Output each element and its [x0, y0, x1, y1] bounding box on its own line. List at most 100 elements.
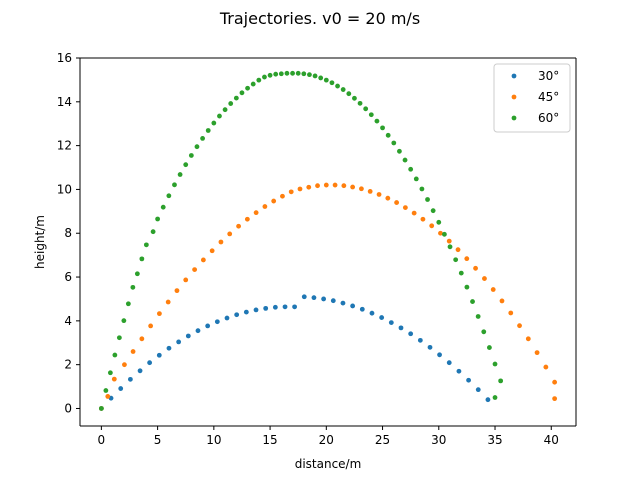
data-point	[311, 295, 317, 301]
data-point	[125, 301, 131, 307]
data-point	[436, 219, 442, 225]
data-point	[508, 310, 514, 316]
data-point	[105, 394, 111, 399]
data-point	[98, 406, 104, 411]
data-point	[369, 310, 375, 316]
data-point	[447, 244, 453, 250]
data-point	[227, 231, 233, 237]
data-point	[385, 195, 391, 201]
data-point	[492, 361, 498, 367]
data-point	[243, 309, 249, 315]
data-point	[244, 216, 250, 222]
legend-marker	[511, 115, 517, 121]
x-tick-label: 30	[431, 433, 446, 447]
data-point	[350, 184, 356, 190]
data-point	[429, 223, 435, 229]
data-point	[239, 90, 245, 96]
data-point	[552, 396, 558, 402]
data-point	[297, 186, 303, 192]
data-point	[408, 331, 414, 337]
data-point	[306, 184, 312, 190]
data-point	[280, 193, 285, 199]
data-point	[222, 107, 228, 113]
data-point	[427, 344, 433, 350]
data-point	[525, 336, 531, 342]
data-point	[329, 80, 335, 86]
y-tick-label: 8	[64, 226, 72, 240]
x-axis-label: distance/m	[295, 457, 362, 471]
x-tick-label: 40	[544, 433, 559, 447]
axes-frame	[79, 57, 577, 427]
data-point	[425, 197, 430, 202]
data-point	[398, 325, 404, 331]
data-point	[332, 182, 338, 188]
data-point	[376, 192, 382, 197]
data-point	[442, 231, 447, 237]
data-point	[475, 314, 481, 319]
data-point	[340, 87, 346, 92]
data-point	[157, 311, 162, 317]
data-point	[487, 345, 492, 350]
data-point	[118, 386, 124, 391]
data-point	[155, 216, 161, 222]
series-1	[98, 182, 558, 411]
data-point	[534, 350, 540, 356]
data-point	[160, 204, 166, 210]
series-2	[98, 70, 504, 411]
data-point	[107, 370, 113, 376]
legend-label: 45°	[538, 90, 559, 104]
y-tick-label: 10	[57, 182, 72, 196]
data-point	[359, 186, 364, 192]
data-point	[150, 229, 156, 235]
data-point	[214, 319, 220, 325]
chart-title: Trajectories. v0 = 20 m/s	[219, 9, 420, 28]
data-point	[194, 144, 200, 150]
y-tick-label: 2	[64, 358, 72, 372]
data-point	[253, 210, 259, 216]
data-point	[359, 306, 365, 312]
x-tick-label: 5	[154, 433, 162, 447]
legend: 30° 45° 60°	[493, 63, 571, 133]
data-point	[183, 162, 189, 168]
data-point	[453, 257, 459, 263]
y-tick-label: 4	[64, 314, 72, 328]
data-point	[209, 248, 215, 254]
data-point	[233, 95, 239, 101]
y-tick-label: 16	[57, 51, 72, 65]
data-point	[357, 100, 363, 106]
data-point	[402, 205, 408, 211]
data-point	[385, 132, 391, 138]
y-tick-label: 6	[64, 270, 72, 284]
data-point	[176, 339, 182, 345]
data-point	[205, 128, 211, 133]
data-point	[318, 75, 324, 81]
data-point	[446, 360, 452, 366]
data-point	[262, 74, 267, 80]
data-point	[192, 267, 198, 272]
data-point	[250, 81, 256, 87]
data-point	[290, 70, 295, 76]
data-point	[417, 337, 423, 343]
data-point	[127, 376, 133, 382]
data-point	[490, 287, 496, 292]
data-point	[492, 395, 498, 400]
data-point	[134, 271, 140, 277]
data-point	[408, 166, 414, 172]
data-point	[185, 333, 191, 339]
data-point	[143, 242, 149, 248]
data-point	[288, 189, 294, 195]
data-point	[307, 72, 312, 78]
data-point	[139, 256, 145, 262]
data-point	[301, 71, 307, 77]
data-point	[388, 320, 394, 326]
data-point	[211, 120, 217, 126]
data-point	[458, 270, 464, 276]
data-point	[517, 323, 522, 329]
y-tick-label: 12	[57, 139, 72, 153]
data-point	[438, 230, 443, 236]
data-point	[200, 135, 205, 141]
data-point	[367, 189, 373, 194]
data-point	[473, 265, 478, 271]
data-point	[552, 379, 558, 385]
